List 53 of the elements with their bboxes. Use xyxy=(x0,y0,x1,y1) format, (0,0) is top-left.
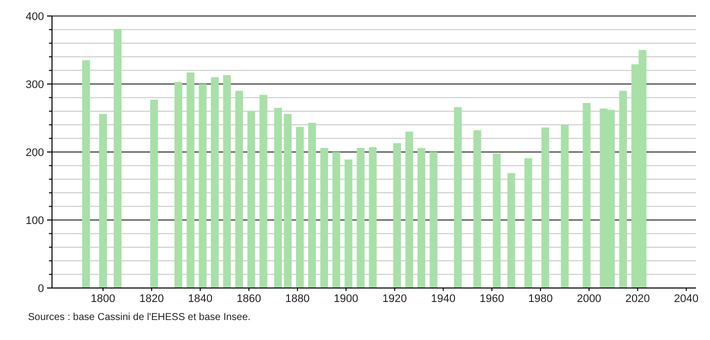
bar xyxy=(418,148,426,288)
bar xyxy=(492,153,501,288)
bar xyxy=(235,90,244,288)
bar xyxy=(308,122,316,288)
x-tick-label: 1940 xyxy=(431,293,456,305)
bar xyxy=(405,132,414,288)
source-note: Sources : base Cassini de l'EHESS et base Insee. xyxy=(28,312,251,323)
bar xyxy=(284,114,292,288)
x-tick-label: 1960 xyxy=(480,293,504,305)
bar xyxy=(223,75,231,288)
y-tick-label: 400 xyxy=(26,10,44,23)
bar xyxy=(174,82,182,288)
y-tick-label: 0 xyxy=(38,282,44,295)
x-tick-label: 2000 xyxy=(576,293,602,305)
bar xyxy=(619,90,627,288)
bar xyxy=(454,107,462,288)
bar xyxy=(368,147,377,288)
x-tick-label: 2040 xyxy=(674,293,699,305)
x-tick-label: 1980 xyxy=(528,293,553,305)
x-tick-label: 1820 xyxy=(139,293,164,305)
x-tick-label: 1800 xyxy=(90,293,116,305)
bar xyxy=(296,126,304,288)
x-tick-label: 1900 xyxy=(334,293,358,305)
bar xyxy=(198,84,207,288)
bar xyxy=(430,152,438,288)
bar xyxy=(210,77,219,288)
bar xyxy=(541,128,550,288)
bar xyxy=(99,114,107,288)
bar xyxy=(150,100,158,288)
bar xyxy=(393,143,401,288)
bar xyxy=(473,130,482,288)
bar xyxy=(507,173,516,288)
bar xyxy=(356,148,365,288)
bar xyxy=(82,60,90,288)
bar xyxy=(320,148,328,288)
x-tick-label: 1860 xyxy=(236,293,262,305)
bar xyxy=(247,111,256,288)
bar xyxy=(524,158,532,288)
bar xyxy=(186,72,194,288)
x-tick-label: 1840 xyxy=(188,293,212,305)
x-tick-label: 2020 xyxy=(625,293,650,305)
bar xyxy=(260,94,268,288)
bar xyxy=(274,108,282,288)
bar xyxy=(344,159,352,288)
y-tick-label: 100 xyxy=(26,214,44,227)
x-tick-label: 1920 xyxy=(382,293,407,305)
bar xyxy=(582,103,591,288)
bar xyxy=(560,124,569,288)
bar xyxy=(114,28,122,288)
x-tick-label: 1880 xyxy=(285,293,310,305)
y-tick-label: 200 xyxy=(26,146,44,159)
y-tick-label: 300 xyxy=(26,78,44,91)
bar xyxy=(332,152,340,288)
